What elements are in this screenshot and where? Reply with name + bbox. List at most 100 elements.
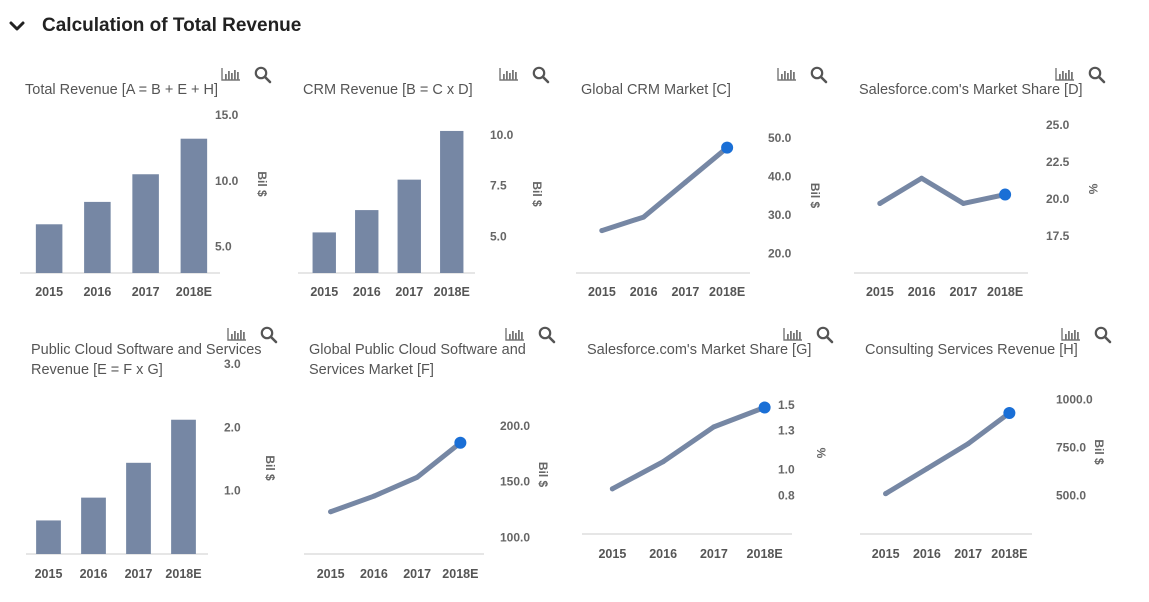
search-icon[interactable] [532, 66, 550, 84]
y-tick-label: 1.5 [778, 398, 795, 412]
bar[interactable] [35, 224, 63, 273]
bar-chart-icon[interactable] [1055, 68, 1074, 81]
search-icon[interactable] [810, 66, 828, 84]
y-tick-label: 200.0 [500, 419, 530, 433]
section-header[interactable]: Calculation of Total Revenue [8, 12, 301, 40]
y-axis-unit: Bil $ [530, 181, 544, 207]
data-point[interactable] [877, 200, 883, 206]
data-point[interactable] [454, 436, 467, 449]
data-point[interactable] [919, 175, 925, 181]
bar-chart-icon[interactable] [777, 68, 796, 81]
data-point[interactable] [641, 214, 647, 220]
chart-plot: 17.5 20.0 22.5 25.0% 2015 2016 2017 2018E [854, 118, 1100, 299]
y-tick-label: 30.0 [768, 208, 792, 222]
bar[interactable] [397, 179, 421, 273]
x-tick-label: 2017 [395, 285, 423, 299]
bar[interactable] [312, 232, 336, 273]
x-tick-label: 2017 [671, 285, 699, 299]
y-tick-label: 25.0 [1046, 118, 1070, 132]
chart-title: Global Public Cloud Software and Services… [309, 340, 526, 380]
chart-plot: 5.0 10.0 15.0 Bil $ 2015 2016 2017 2018E [20, 108, 269, 299]
bar-chart-icon[interactable] [221, 68, 240, 81]
x-tick-label: 2015 [872, 547, 900, 561]
chart-plot: 500.0 750.0 1000.0 Bil $ 2015 2016 2017 2018E [860, 393, 1106, 561]
chart-panel: Salesforce.com's Market Share [D] 17.5 20.… [854, 60, 1124, 330]
chart-plot: 0.8 1.0 1.3 1.5% 2015 2016 2017 2018E [582, 398, 828, 561]
y-tick-label: 50.0 [768, 131, 792, 145]
search-icon[interactable] [1094, 326, 1112, 344]
bar[interactable] [84, 201, 111, 273]
x-tick-label: 2015 [35, 285, 63, 299]
search-icon[interactable] [260, 326, 278, 344]
chart-title-line: Consulting Services Revenue [H] [865, 342, 1078, 358]
bar[interactable] [180, 138, 208, 273]
chart-plot: 100.0 150.0 200.0 Bil $ 2015 2016 2017 2018E [304, 419, 550, 581]
chart-toolbar [783, 326, 834, 344]
chart-title-line: Services Market [F] [309, 362, 434, 378]
data-point[interactable] [999, 188, 1012, 201]
x-tick-label: 2016 [630, 285, 658, 299]
chart-title-line: Revenue [E = F x G] [31, 362, 163, 378]
bar-chart-icon[interactable] [783, 328, 802, 341]
bar-chart-icon[interactable] [1061, 328, 1080, 341]
chart-toolbar [227, 326, 278, 344]
data-point[interactable] [414, 474, 420, 480]
data-point[interactable] [711, 424, 717, 430]
chart-title-line: Public Cloud Software and Services [31, 342, 262, 358]
bar-chart-icon[interactable] [505, 328, 524, 341]
data-point[interactable] [721, 141, 734, 154]
x-tick-label: 2016 [908, 285, 936, 299]
data-point[interactable] [883, 491, 889, 497]
data-point[interactable] [599, 228, 605, 234]
bar-chart-icon[interactable] [227, 328, 246, 341]
y-axis-unit: Bil $ [255, 171, 269, 197]
bar[interactable] [132, 174, 159, 273]
y-tick-label: 5.0 [215, 240, 232, 254]
y-tick-label: 15.0 [215, 108, 239, 122]
x-tick-label: 2016 [649, 547, 677, 561]
chart-plot: 5.0 7.5 10.0 Bil $ 2015 2016 2017 2018E [298, 128, 544, 299]
y-tick-label: 500.0 [1056, 489, 1086, 503]
chart-title-line: Total Revenue [A = B + E + H] [25, 82, 219, 98]
y-axis-unit: Bil $ [808, 183, 822, 209]
x-tick-label: 2016 [913, 547, 941, 561]
bar[interactable] [81, 497, 106, 554]
x-tick-label: 2016 [80, 567, 108, 581]
x-tick-label: 2018E [442, 567, 478, 581]
chart-title-line: CRM Revenue [B = C x D] [303, 82, 473, 98]
data-point[interactable] [371, 493, 377, 499]
y-tick-label: 100.0 [500, 530, 530, 544]
y-tick-label: 10.0 [490, 128, 514, 142]
data-point[interactable] [1003, 407, 1016, 420]
data-point[interactable] [758, 401, 771, 414]
search-icon[interactable] [254, 66, 272, 84]
chart-title: Global CRM Market [C] [581, 80, 731, 100]
chart-toolbar [1061, 326, 1112, 344]
data-point[interactable] [328, 509, 334, 515]
bar[interactable] [440, 130, 464, 273]
x-tick-label: 2018E [176, 285, 212, 299]
y-tick-label: 17.5 [1046, 229, 1070, 243]
chart-plot: 1.0 2.0 3.0 Bil $ 2015 2016 2017 2018E [26, 357, 277, 581]
series-line [599, 145, 730, 234]
data-point[interactable] [682, 179, 688, 185]
bar-chart-icon[interactable] [499, 68, 518, 81]
y-tick-label: 1000.0 [1056, 393, 1093, 407]
search-icon[interactable] [538, 326, 556, 344]
x-tick-label: 2016 [83, 285, 111, 299]
bar[interactable] [171, 419, 196, 554]
data-point[interactable] [609, 486, 615, 492]
chart-panel: Global Public Cloud Software and Services… [304, 322, 574, 592]
y-tick-label: 3.0 [224, 357, 241, 371]
bar[interactable] [126, 462, 151, 554]
data-point[interactable] [965, 441, 971, 447]
data-point[interactable] [924, 466, 930, 472]
chevron-down-icon[interactable] [8, 17, 26, 35]
bar[interactable] [36, 520, 61, 554]
search-icon[interactable] [1088, 66, 1106, 84]
search-icon[interactable] [816, 326, 834, 344]
bar[interactable] [355, 210, 379, 273]
data-point[interactable] [660, 459, 666, 465]
chart-title: Salesforce.com's Market Share [D] [859, 80, 1083, 100]
data-point[interactable] [960, 200, 966, 206]
